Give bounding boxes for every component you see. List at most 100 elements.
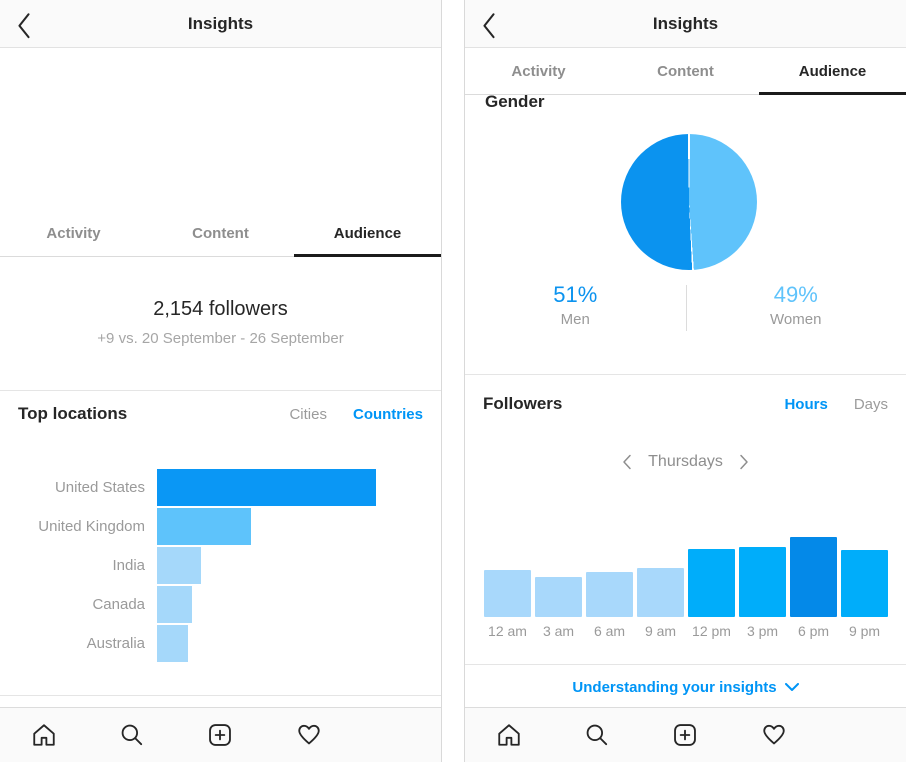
nav-search[interactable] (553, 722, 641, 748)
chevron-left-icon (483, 13, 495, 39)
filter-days[interactable]: Days (853, 395, 888, 413)
tab-audience[interactable]: Audience (294, 210, 441, 257)
hour-label: 9 am (644, 623, 677, 639)
page-title: Insights (652, 14, 719, 33)
hour-bar (586, 572, 633, 617)
tab-content[interactable]: Content (192, 224, 249, 242)
hour-label: 12 pm (692, 623, 731, 639)
back-button[interactable] (481, 12, 497, 39)
hour-bar (688, 549, 735, 617)
location-row: Australia (0, 624, 427, 663)
filter-cities[interactable]: Cities (289, 405, 327, 423)
tab-content[interactable]: Content (657, 62, 714, 80)
hour-bar (484, 569, 531, 617)
footer-divider (465, 664, 906, 665)
gender-stat-label: Men (560, 311, 590, 328)
nav-activity[interactable] (730, 722, 818, 748)
nav-activity[interactable] (265, 722, 353, 748)
stats-vertical-divider (686, 285, 687, 331)
search-icon (586, 724, 608, 746)
gender-stat-value: 49% (773, 282, 818, 307)
hour-label: 9 pm (848, 623, 881, 639)
chevron-down-icon (784, 683, 799, 691)
day-selector-label: Thursdays (648, 453, 723, 470)
activity-heart-icon (762, 724, 785, 745)
filter-hours[interactable]: Hours (784, 395, 828, 413)
content-bottom-divider (0, 695, 441, 696)
prev-day-button[interactable] (622, 454, 632, 470)
hour-bar (790, 537, 837, 617)
next-day-button[interactable] (739, 454, 749, 470)
app-header: Insights (465, 0, 906, 48)
back-button[interactable] (16, 12, 32, 39)
location-bar-track (157, 625, 427, 662)
insights-tab-bar: Activity Content Audience (465, 48, 906, 95)
understanding-insights-label: Understanding your insights (572, 678, 777, 696)
followers-filters: Hours Days (784, 396, 888, 413)
nav-home[interactable] (465, 722, 553, 748)
followers-hours-chart (484, 537, 888, 617)
followers-header: Followers Hours Days (483, 394, 888, 414)
location-bar-track (157, 547, 427, 584)
hour-label: 6 am (593, 623, 626, 639)
gender-stats: 51% Men 49% Women (465, 283, 906, 338)
top-locations-title: Top locations (18, 404, 128, 423)
hour-bar (637, 568, 684, 617)
location-bar (157, 547, 201, 584)
tab-activity[interactable]: Activity (511, 62, 566, 80)
location-row: United Kingdom (0, 507, 427, 546)
top-locations-chart: United States United Kingdom India Canada Au… (0, 468, 427, 663)
chevron-right-icon (740, 454, 748, 470)
chevron-left-icon (18, 13, 30, 39)
home-icon (33, 724, 55, 746)
page-title: Insights (187, 14, 254, 33)
location-row: United States (0, 468, 427, 507)
new-post-icon (674, 724, 697, 746)
activity-heart-icon (297, 724, 320, 745)
location-label: Australia (86, 635, 145, 652)
location-row: India (0, 546, 427, 585)
location-bar (157, 586, 193, 623)
hour-label: 3 pm (746, 623, 779, 639)
location-label: United Kingdom (38, 518, 145, 535)
insights-screen-audience-detail: Insights Activity Content Audience Gende… (464, 0, 906, 762)
location-bar (157, 625, 188, 662)
hour-bar (739, 546, 786, 617)
location-label: United States (54, 479, 145, 496)
day-selector: Thursdays (465, 453, 906, 471)
section-divider (0, 390, 441, 391)
followers-title: Followers (483, 394, 563, 413)
understanding-insights-link[interactable]: Understanding your insights (465, 672, 906, 702)
followers-comparison: +9 vs. 20 September - 26 September (97, 330, 344, 347)
gender-section-title: Gender (485, 92, 545, 111)
nav-home[interactable] (0, 722, 88, 748)
gender-stat-value: 51% (553, 282, 598, 307)
location-bar-track (157, 586, 427, 623)
location-bar-track (157, 469, 427, 506)
insights-tab-bar: Activity Content Audience (0, 210, 441, 257)
location-row: Canada (0, 585, 427, 624)
location-bar-track (157, 508, 427, 545)
hour-label: 12 am (488, 623, 527, 639)
hour-label: 6 pm (797, 623, 830, 639)
tab-activity[interactable]: Activity (46, 224, 101, 242)
filter-countries[interactable]: Countries (352, 405, 423, 423)
nav-search[interactable] (88, 722, 176, 748)
bottom-nav (0, 707, 441, 762)
hour-label: 3 am (542, 623, 575, 639)
hour-bar (841, 549, 888, 617)
top-locations-header: Top locations Cities Countries (18, 404, 423, 424)
tab-audience[interactable]: Audience (759, 48, 906, 95)
gender-stat-men: 51% Men (465, 283, 686, 338)
followers-hours-labels: 12 am 3 am 6 am 9 am 12 pm 3 pm 6 pm 9 pm (484, 623, 888, 639)
insights-screen-audience-overview: Insights Activity Content Audience 2,154… (0, 0, 442, 762)
location-label: Canada (92, 596, 145, 613)
top-locations-filters: Cities Countries (289, 406, 423, 423)
chevron-left-icon (623, 454, 631, 470)
nav-new-post[interactable] (641, 722, 729, 748)
location-bar (157, 508, 252, 545)
gender-stat-women: 49% Women (686, 283, 906, 338)
section-divider (465, 374, 906, 375)
nav-new-post[interactable] (176, 722, 264, 748)
home-icon (498, 724, 520, 746)
